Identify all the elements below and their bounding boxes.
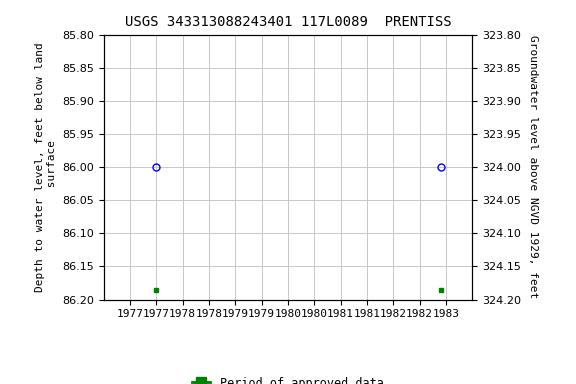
Legend: Period of approved data: Period of approved data <box>188 372 388 384</box>
Title: USGS 343313088243401 117L0089  PRENTISS: USGS 343313088243401 117L0089 PRENTISS <box>124 15 452 29</box>
Y-axis label: Groundwater level above NGVD 1929, feet: Groundwater level above NGVD 1929, feet <box>528 35 538 299</box>
Y-axis label: Depth to water level, feet below land
 surface: Depth to water level, feet below land su… <box>35 42 56 292</box>
